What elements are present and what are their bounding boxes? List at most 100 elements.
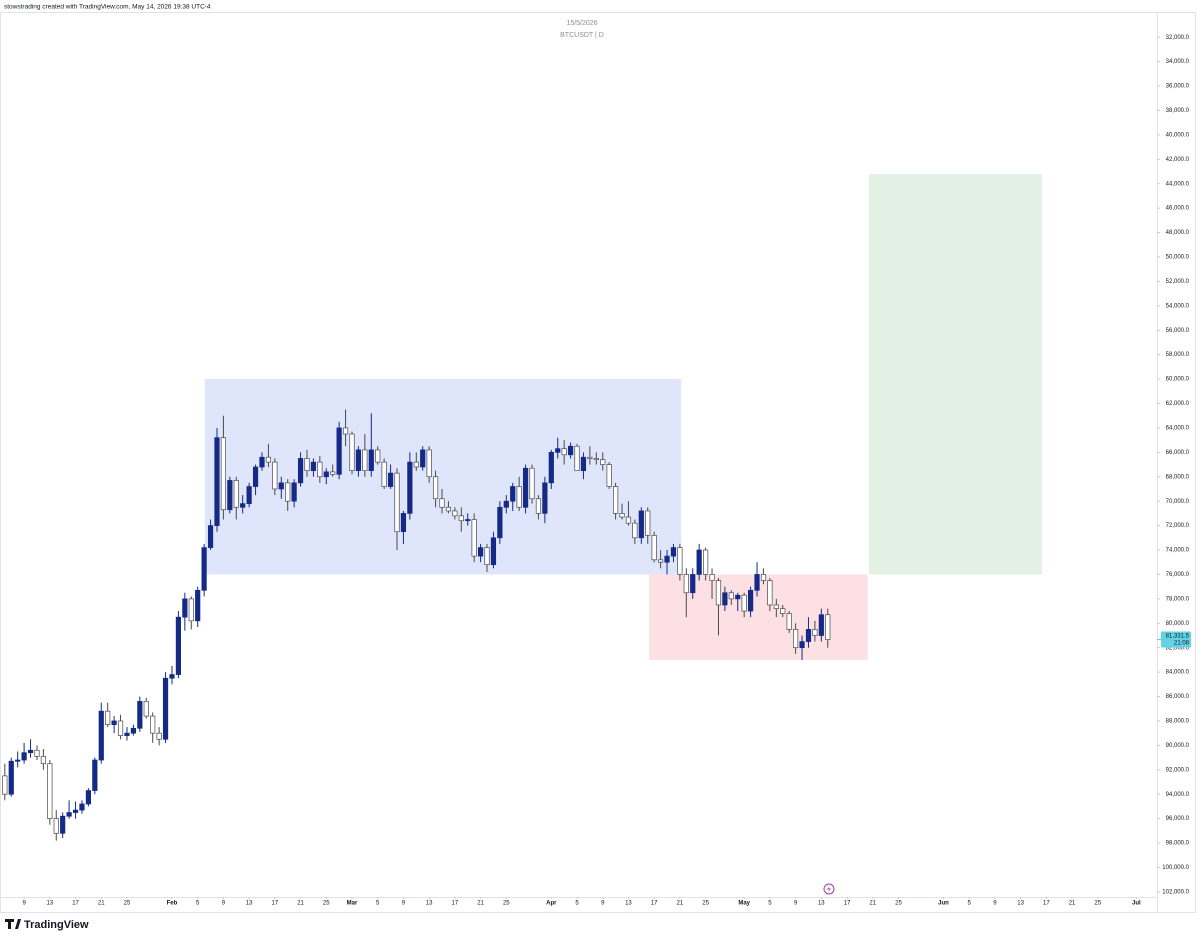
candle [503, 495, 509, 514]
candle [760, 568, 767, 585]
candle [182, 592, 188, 631]
candle [452, 507, 458, 520]
candle [510, 482, 516, 511]
candle-body [677, 547, 683, 575]
candle-body [240, 503, 246, 508]
candle-body [227, 480, 233, 511]
candle-body [323, 471, 329, 478]
logo-text[interactable]: TradingView [24, 919, 89, 931]
candle [600, 452, 606, 471]
candle [439, 488, 445, 514]
candle-body [207, 525, 214, 548]
candle [548, 449, 554, 489]
candle-body [2, 775, 8, 795]
candle-body [741, 594, 747, 612]
candle [555, 437, 561, 459]
candle [252, 464, 259, 496]
candle-body [818, 614, 824, 636]
candle [233, 476, 239, 520]
candle [381, 458, 387, 489]
candle [214, 427, 220, 532]
candle-body [15, 759, 21, 762]
zone [204, 379, 682, 575]
candle [143, 697, 149, 719]
candle-body [98, 710, 104, 761]
candle-body [497, 506, 503, 539]
candle-body [285, 482, 291, 502]
candle-body [664, 555, 670, 563]
candle-body [214, 437, 220, 526]
candle-body [799, 641, 805, 649]
candle [535, 495, 542, 520]
candle-body [60, 815, 66, 834]
x-tick-label: Jun [938, 901, 949, 907]
candle [793, 623, 799, 654]
x-tick-label: 25 [323, 901, 330, 907]
y-tick-label: 60,000.0 [1166, 377, 1190, 383]
x-tick-label: 21 [869, 901, 876, 907]
candle-body [587, 456, 593, 459]
candle [580, 452, 587, 480]
candle [426, 446, 432, 483]
candle [15, 751, 21, 768]
candle [195, 586, 201, 627]
x-tick-label: 21 [1069, 901, 1076, 907]
candle-body [805, 629, 812, 642]
candle-body [182, 598, 188, 618]
candle-body [548, 451, 554, 484]
y-tick-label: 38,000.0 [1166, 108, 1190, 114]
candle-body [92, 759, 98, 791]
candle [818, 608, 824, 642]
y-tick-label: 40,000.0 [1166, 132, 1190, 138]
candle-body [529, 467, 535, 500]
event-icon[interactable] [823, 883, 835, 895]
candle [265, 443, 272, 467]
y-tick-label: 94,000.0 [1166, 792, 1190, 798]
candle [645, 507, 651, 544]
y-tick-label: 100,000.0 [1162, 865, 1189, 871]
candle-body [420, 449, 426, 468]
x-tick-label: 17 [651, 901, 658, 907]
x-tick-label: 21 [98, 901, 105, 907]
candle-body [220, 437, 227, 511]
y-tick-label: 84,000.0 [1166, 670, 1190, 676]
candle-body [754, 574, 760, 591]
logo-mark[interactable] [5, 919, 21, 929]
candle-body [439, 498, 445, 508]
candle-body [137, 701, 143, 729]
candle-body [767, 580, 773, 606]
candle-body [535, 498, 542, 514]
x-tick-label: 25 [124, 901, 131, 907]
event-bolt[interactable] [827, 885, 831, 893]
candle [477, 543, 484, 563]
x-tick-label: 25 [895, 901, 902, 907]
candle-body [465, 519, 471, 522]
candle [735, 592, 741, 612]
y-tick-label: 44,000.0 [1166, 181, 1190, 187]
candle [722, 586, 728, 612]
candle-body [490, 537, 497, 566]
candle-body [542, 482, 548, 514]
y-tick-label: 90,000.0 [1166, 743, 1190, 749]
candle-body [175, 616, 182, 675]
y-tick-label: 58,000.0 [1166, 352, 1190, 358]
candle [400, 510, 407, 544]
candle [310, 458, 317, 477]
candle-body [812, 629, 818, 636]
x-tick-label: Mar [347, 901, 358, 907]
candle [297, 452, 304, 487]
y-tick-label: 78,000.0 [1166, 596, 1190, 602]
y-tick-label: 70,000.0 [1166, 499, 1190, 505]
logo[interactable]: TradingView [5, 919, 89, 931]
y-tick-label: 102,000.0 [1162, 889, 1189, 895]
candle [98, 702, 104, 764]
candle [220, 415, 227, 520]
candle [156, 727, 162, 746]
candle [516, 476, 522, 511]
y-tick-label: 76,000.0 [1166, 572, 1190, 578]
candle-body [162, 677, 169, 740]
candle [150, 712, 156, 743]
x-tick-label: 13 [46, 901, 53, 907]
candle-body [400, 513, 407, 533]
candle-body [690, 574, 696, 594]
